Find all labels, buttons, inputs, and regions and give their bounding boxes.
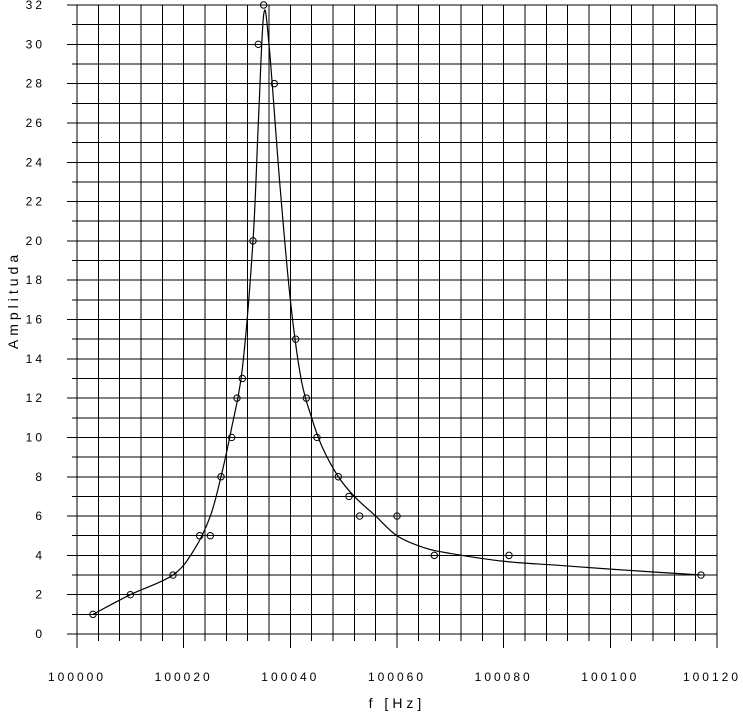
data-point — [345, 492, 353, 501]
y-tick-label: 10 — [26, 430, 45, 444]
data-points — [89, 1, 705, 619]
y-tick-label: 20 — [26, 234, 45, 248]
data-point — [505, 551, 513, 560]
y-tick-label: 2 — [35, 588, 45, 602]
y-tick-label: 32 — [26, 0, 45, 12]
x-tick-label: 100040 — [261, 670, 319, 684]
data-point — [254, 40, 263, 49]
data-point — [195, 532, 204, 540]
data-point — [334, 473, 343, 481]
data-point — [227, 433, 236, 442]
data-point — [430, 551, 439, 560]
y-tick-label: 24 — [26, 155, 45, 169]
data-point — [169, 571, 177, 579]
data-point — [393, 512, 401, 520]
axes — [67, 4, 718, 648]
y-tick-label: 0 — [35, 627, 45, 641]
data-point — [697, 571, 705, 579]
data-point — [291, 335, 300, 343]
data-point — [233, 394, 241, 402]
data-point — [238, 374, 247, 383]
fit-curve-line — [92, 9, 702, 615]
data-point — [313, 433, 321, 442]
y-tick-label: 26 — [26, 116, 45, 130]
x-tick-label: 100080 — [475, 670, 533, 684]
data-point — [355, 512, 364, 520]
data-point — [249, 237, 257, 245]
data-point — [259, 1, 268, 9]
x-tick-label: 100120 — [683, 670, 741, 684]
data-point — [89, 610, 97, 619]
y-tick-label: 12 — [26, 391, 45, 405]
y-tick-label: 14 — [26, 352, 45, 366]
y-tick-label: 22 — [26, 195, 45, 209]
y-tick-label: 18 — [26, 273, 45, 287]
x-tick-label: 100020 — [155, 670, 213, 684]
grid — [76, 4, 718, 635]
x-tick-label: 100000 — [48, 670, 106, 684]
data-point — [302, 394, 311, 402]
data-point — [126, 590, 135, 599]
y-tick-label: 6 — [35, 509, 45, 523]
data-point — [270, 79, 279, 88]
x-tick-label: 100060 — [368, 670, 426, 684]
y-tick-label: 28 — [26, 77, 45, 91]
y-axis-title: Amplituda — [5, 251, 21, 349]
y-tick-label: 16 — [26, 313, 45, 327]
x-axis-title: f [Hz] — [369, 695, 426, 711]
x-tick-label: 100100 — [581, 670, 639, 684]
data-point — [217, 473, 225, 481]
y-tick-label: 30 — [26, 37, 45, 51]
data-point — [206, 532, 215, 540]
y-tick-label: 4 — [35, 548, 45, 562]
y-tick-label: 8 — [35, 470, 45, 484]
x-tick-labels: 100000 100020 100040 100060 100080 100100 1001… — [48, 670, 741, 684]
